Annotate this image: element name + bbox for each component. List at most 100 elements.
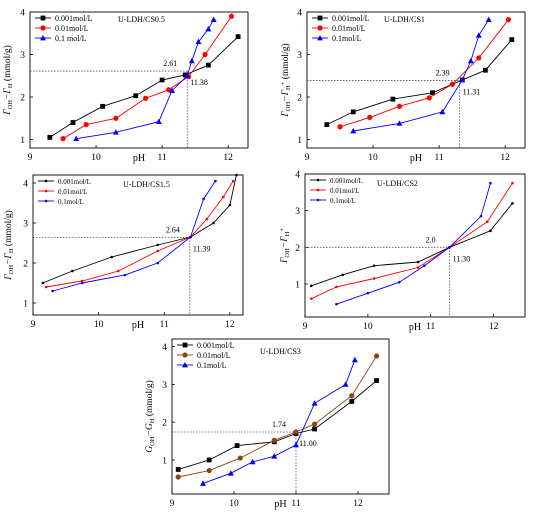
series-line xyxy=(49,36,239,138)
data-point xyxy=(426,95,432,101)
data-point xyxy=(100,103,106,109)
series-3 xyxy=(200,356,358,486)
data-point xyxy=(271,453,278,459)
legend-marker xyxy=(316,188,320,192)
data-point xyxy=(206,457,212,463)
data-point xyxy=(459,77,466,83)
series-2 xyxy=(337,17,512,130)
y-tick-label: 4 xyxy=(23,180,28,190)
data-point xyxy=(73,135,80,142)
data-point xyxy=(110,255,114,259)
series-3 xyxy=(335,181,492,306)
y-tick-label: 2 xyxy=(295,244,300,254)
pzc-x-label: 11.00 xyxy=(299,439,317,448)
legend: 0.001mol/L0.01mol/L0.1mol/L xyxy=(177,341,235,370)
chart-title: U-LDH/CS0.5 xyxy=(118,15,165,24)
chart-title: U-LDH/CS1 xyxy=(384,15,425,24)
legend-label: 0.1mol/L xyxy=(58,198,84,206)
data-point xyxy=(439,108,446,115)
data-point xyxy=(416,260,420,264)
data-point xyxy=(350,128,357,134)
data-point xyxy=(482,67,488,73)
legend-label: 0.01mol/L xyxy=(332,24,366,33)
data-point xyxy=(271,437,277,443)
x-tick-label: 11 xyxy=(435,153,444,163)
pzc-x-label: 11.39 xyxy=(193,244,211,253)
data-point xyxy=(341,273,345,277)
legend-marker xyxy=(182,352,188,358)
y-tick-label: 1 xyxy=(20,136,25,146)
series-line xyxy=(62,16,232,140)
data-point xyxy=(485,16,492,23)
data-point xyxy=(467,57,474,64)
x-tick-label: 10 xyxy=(368,153,378,163)
data-point xyxy=(182,72,188,78)
pzc-y-label: 1.74 xyxy=(272,420,286,429)
legend-marker xyxy=(40,25,46,31)
data-point xyxy=(509,37,515,43)
series-1 xyxy=(47,34,241,140)
data-point xyxy=(397,280,401,284)
data-point xyxy=(372,264,376,267)
legend-marker xyxy=(182,342,188,348)
data-point xyxy=(205,217,209,221)
chart-title: U-LDH/CS2 xyxy=(377,179,418,188)
data-point xyxy=(449,81,455,87)
series-3 xyxy=(51,179,217,293)
y-tick-label: 1 xyxy=(295,281,300,291)
data-point xyxy=(293,441,299,448)
data-point xyxy=(175,474,181,480)
legend-label: 0.001mol/L xyxy=(197,341,235,350)
y-tick-label: 3 xyxy=(23,220,28,230)
x-tick-label: 9 xyxy=(28,153,33,163)
legend-label: 0.1mol/L xyxy=(197,361,227,370)
legend-marker xyxy=(44,189,48,193)
y-tick-label: 2 xyxy=(23,260,28,270)
series-3 xyxy=(73,16,217,142)
series-2 xyxy=(60,13,235,142)
data-point xyxy=(206,467,212,474)
series-line xyxy=(46,180,234,288)
data-point xyxy=(175,467,181,472)
x-tick-label: 9 xyxy=(303,322,308,332)
series-2 xyxy=(175,353,380,480)
data-point xyxy=(311,400,318,406)
y-tick-label: 2 xyxy=(20,94,25,104)
data-point xyxy=(390,96,396,102)
data-point xyxy=(235,34,241,40)
legend-marker xyxy=(316,178,320,182)
data-point xyxy=(159,77,165,83)
legend-marker xyxy=(182,362,188,368)
data-point xyxy=(156,243,159,247)
data-point xyxy=(505,17,512,23)
data-point xyxy=(511,181,514,185)
y-tick-label: 2 xyxy=(297,94,302,104)
y-tick-label: 3 xyxy=(297,51,302,61)
chart-panel-4: 9 10 11 121234pHΓOH−ΓH+U-LDH/CS22.011.300.0… xyxy=(279,171,526,333)
data-point xyxy=(60,136,66,142)
data-point xyxy=(143,95,149,101)
y-tick-label: 1 xyxy=(23,300,28,310)
data-point xyxy=(210,16,217,23)
data-point xyxy=(156,261,159,265)
y-tick-label: 2 xyxy=(162,419,167,429)
x-tick-label: 12 xyxy=(489,322,499,332)
y-axis-label: ΓOH−ΓH+ xyxy=(279,228,291,264)
pzc-y-label: 2.39 xyxy=(436,68,450,77)
x-tick-label: 12 xyxy=(225,320,235,330)
series-line xyxy=(336,183,491,305)
data-point xyxy=(448,246,451,249)
legend-marker xyxy=(317,25,323,31)
x-axis-label: pH xyxy=(132,320,144,331)
legend-label: 0.001mol/L xyxy=(58,178,91,186)
data-point xyxy=(117,269,120,273)
data-point xyxy=(70,120,76,125)
data-point xyxy=(372,277,376,280)
x-axis-label: pH xyxy=(274,499,286,510)
data-point xyxy=(155,118,162,125)
data-point xyxy=(367,114,373,120)
data-point xyxy=(374,378,379,383)
x-tick-label: 11 xyxy=(426,322,435,332)
